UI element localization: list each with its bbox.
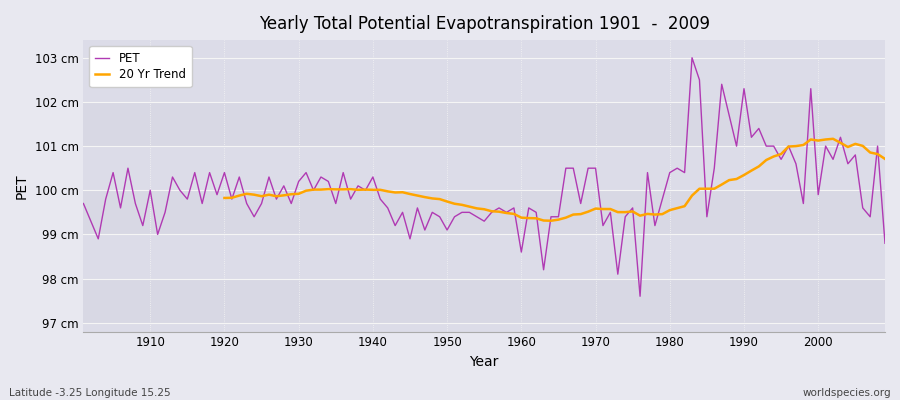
Bar [84, 190, 885, 234]
Text: worldspecies.org: worldspecies.org [803, 388, 891, 398]
Legend: PET, 20 Yr Trend: PET, 20 Yr Trend [89, 46, 192, 87]
20 Yr Trend [346, 187, 356, 192]
Bar [84, 102, 885, 146]
Bar [84, 58, 885, 102]
Line: 20 Yr Trend: 20 Yr Trend [224, 139, 885, 221]
Title: Yearly Total Potential Evapotranspiration 1901  -  2009: Yearly Total Potential Evapotranspiratio… [258, 15, 710, 33]
PET [346, 197, 356, 202]
Bar [84, 146, 885, 190]
20 Yr Trend [879, 156, 890, 161]
Bar [84, 278, 885, 323]
PET [634, 294, 645, 299]
20 Yr Trend [508, 212, 519, 216]
PET [508, 206, 519, 210]
PET [516, 250, 526, 254]
20 Yr Trend [605, 207, 616, 212]
X-axis label: Year: Year [470, 355, 499, 369]
Bar [84, 234, 885, 278]
PET [78, 201, 89, 206]
PET [605, 210, 616, 215]
Text: Latitude -3.25 Longitude 15.25: Latitude -3.25 Longitude 15.25 [9, 388, 171, 398]
Line: PET: PET [84, 58, 885, 296]
20 Yr Trend [516, 215, 526, 220]
PET [301, 170, 311, 175]
20 Yr Trend [301, 188, 311, 193]
PET [687, 55, 698, 60]
Y-axis label: PET: PET [15, 173, 29, 199]
PET [138, 223, 148, 228]
PET [879, 241, 890, 246]
